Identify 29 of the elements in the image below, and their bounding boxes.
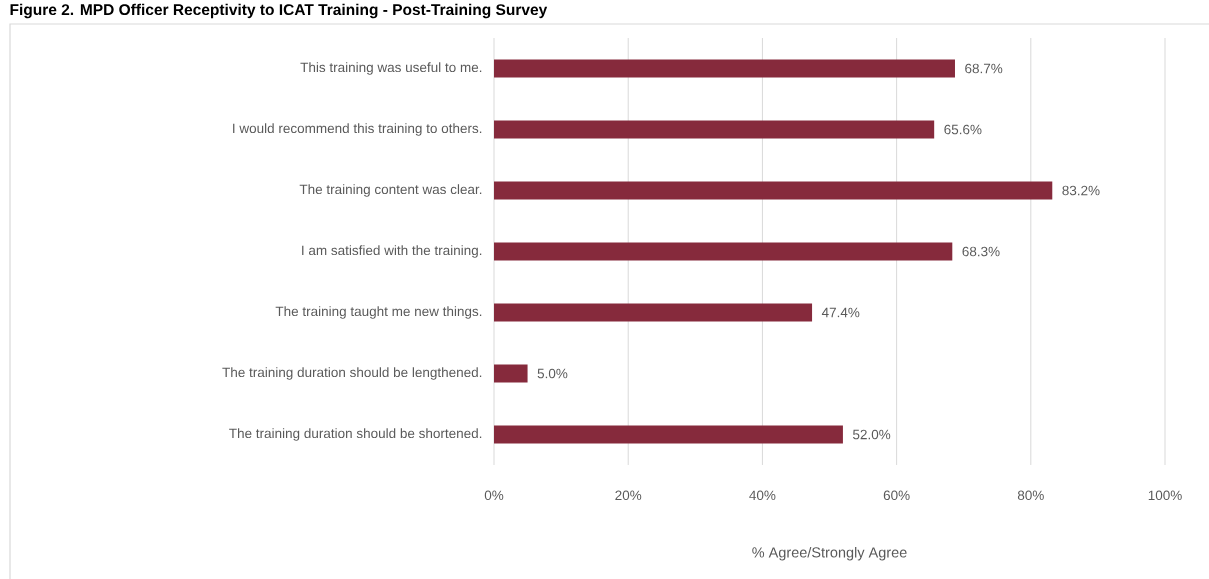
text: Figure 2. MPD Officer Receptivity to ICAT Training - Post-Training Survey <box>10 3 548 19</box>
x-axis-title: % Agree/Strongly Agree <box>752 546 907 561</box>
data-label: 47.4% <box>821 307 860 318</box>
bar <box>494 59 955 78</box>
data-label: 68.7% <box>965 63 1003 74</box>
bar <box>494 120 935 139</box>
x-tick-label: 0% <box>484 490 504 501</box>
data-label: 83.2% <box>1062 185 1100 196</box>
data-label: 68.3% <box>962 246 1000 257</box>
data-label: 65.6% <box>944 124 982 135</box>
x-tick-label: 20% <box>615 490 642 501</box>
data-label: 52.0% <box>853 429 891 440</box>
x-tick-label: 40% <box>749 490 776 501</box>
y-tick-label: I would recommend this training to others. <box>233 123 482 136</box>
y-tick-label: This training was useful to me. <box>300 62 482 75</box>
bar <box>494 364 528 383</box>
bar <box>494 181 1053 200</box>
y-tick-label: The training taught me new things. <box>275 306 482 319</box>
bar <box>494 425 843 444</box>
y-tick-label: The training content was clear. <box>299 184 482 197</box>
y-tick-label: The training duration should be lengthened. <box>222 367 482 380</box>
y-tick-label: The training duration should be shortened. <box>229 428 482 441</box>
x-tick-label: 100% <box>1148 490 1182 501</box>
y-tick-label: I am satisfied with the training. <box>302 245 482 258</box>
x-tick-label: 60% <box>883 490 910 501</box>
bar <box>494 303 813 322</box>
bar <box>494 242 953 261</box>
x-tick-label: 80% <box>1017 490 1044 501</box>
data-label: 5.0% <box>537 368 568 379</box>
